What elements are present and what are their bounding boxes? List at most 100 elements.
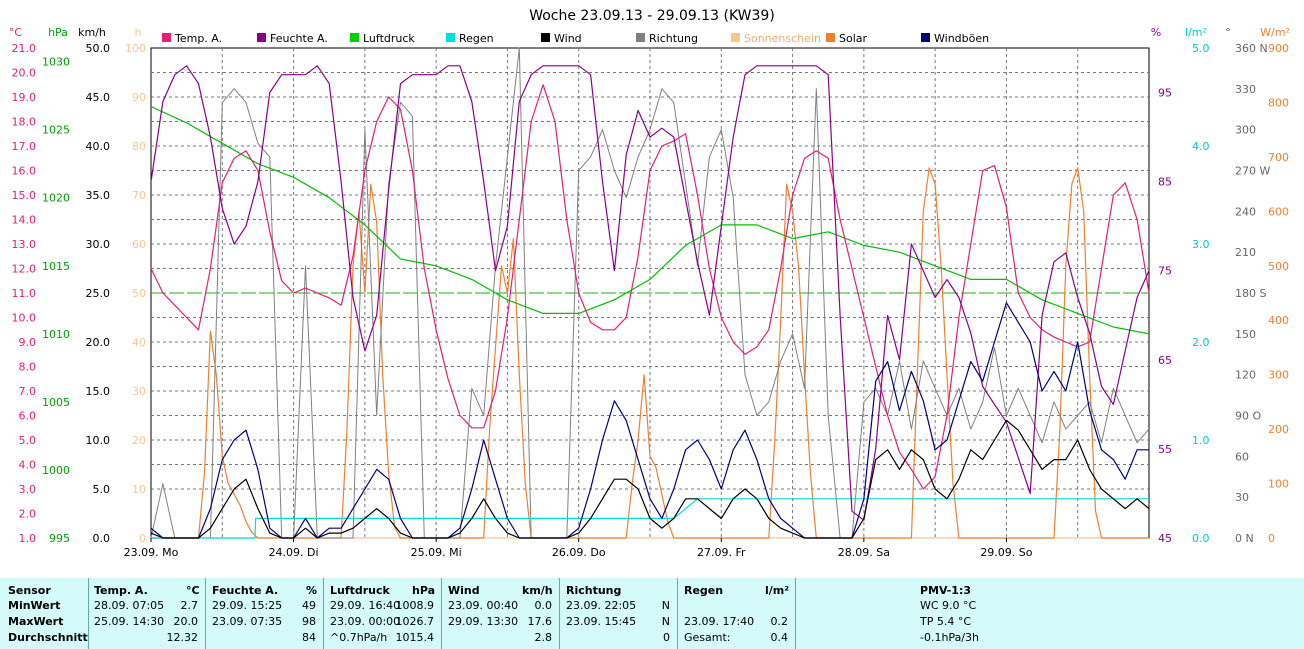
separator [205,578,206,649]
temp-unit-label: °C [9,26,23,39]
wind-tick-label: 45.0 [86,91,111,104]
pmv-windchill: WC 9.0 °C [920,599,977,612]
separator [323,578,324,649]
legend-label: Temp. A. [174,32,222,45]
sun-tick-label: 80 [132,140,146,153]
rain-unit-label: l/m² [1185,26,1207,39]
legend-label: Luftdruck [363,32,415,45]
pressure-tick-label: 1020 [42,192,70,205]
series-line-feuchte-a- [150,65,1150,521]
wind-tick-label: 35.0 [86,189,111,202]
legend-label: Windböen [934,32,989,45]
solar-tick-label: 100 [1268,478,1289,491]
hum-avg-value: 84 [302,631,316,644]
stats-panel: Sensor Temp. A. °C Feuchte A. % Luftdruc… [0,578,1304,649]
rain-max-value: 0.2 [770,615,789,628]
separator [559,578,560,649]
x-tick-label: 23.09. Mo [124,546,179,559]
humidity-tick-label: 45 [1158,532,1172,545]
temp-max-time: 25.09. 14:30 [94,615,165,628]
wind-tick-label: 15.0 [86,385,111,398]
rain-total-value: 0.4 [770,631,789,644]
solar-tick-label: 200 [1268,423,1289,436]
header-wind: Wind [448,584,480,597]
x-tick-label: 27.09. Fr [697,546,746,559]
sun-tick-label: 60 [132,238,146,251]
humidity-tick-label: 55 [1158,443,1172,456]
row-label-avg: Durchschnitt [8,631,88,644]
sun-tick-label: 20 [132,434,146,447]
dir-max-time: 23.09. 15:45 [566,615,637,628]
temp-tick-label: 16.0 [12,165,37,178]
solar-tick-label: 900 [1268,42,1289,55]
solar-tick-label: 0 [1268,532,1275,545]
temp-tick-label: 4.0 [19,459,37,472]
wind-tick-label: 25.0 [86,287,111,300]
wind-min-time: 23.09. 00:40 [448,599,519,612]
direction-tick-label: 360 N [1235,42,1268,55]
header-sensor: Sensor [8,584,51,597]
sun-tick-label: 50 [132,287,146,300]
pressure-tick-label: 995 [49,532,70,545]
press-min-value: 1008.9 [395,599,435,612]
humidity-tick-label: 85 [1158,176,1172,189]
wind-max-time: 29.09. 13:30 [448,615,519,628]
temp-tick-label: 17.0 [12,140,37,153]
temp-tick-label: 1.0 [19,532,37,545]
header-rain-unit: l/m² [765,584,790,597]
temp-tick-label: 10.0 [12,312,37,325]
sun-tick-label: 90 [132,91,146,104]
pressure-tick-label: 1015 [42,260,70,273]
legend-swatch [446,33,455,42]
x-tick-label: 24.09. Di [269,546,319,559]
series-line-luftdruck [150,105,1150,335]
sun-tick-label: 10 [132,483,146,496]
direction-tick-label: 150 [1235,328,1256,341]
wind-tick-label: 10.0 [86,434,111,447]
x-axis-labels: 23.09. Mo 24.09. Di 25.09. Mi 26.09. Do 27.0… [124,538,1033,559]
x-tick-label: 29.09. So [980,546,1032,559]
wind-tick-label: 20.0 [86,336,111,349]
legend-label: Wind [554,32,582,45]
separator [441,578,442,649]
rain-tick-label: 1.0 [1192,434,1210,447]
press-max-value: 1026.7 [395,615,435,628]
press-avg-value: 1015.4 [395,631,435,644]
pmv-dewpoint: TP 5.4 °C [920,615,972,628]
direction-tick-label: 210 [1235,246,1256,259]
pressure-unit-label: hPa [48,26,68,39]
dir-min-time: 23.09. 22:05 [566,599,637,612]
direction-tick-label: 300 [1235,124,1256,137]
direction-tick-label: 0 N [1235,532,1254,545]
direction-unit-label: ° [1225,26,1231,39]
humidity-tick-label: 95 [1158,87,1172,100]
pmv-pressure-trend: -0.1hPa/3h [920,631,979,644]
sun-tick-label: 70 [132,189,146,202]
direction-tick-label: 90 O [1235,410,1261,423]
hum-min-time: 29.09. 15:25 [212,599,283,612]
dir-min-value: N [661,599,670,612]
legend-label: Feuchte A. [270,32,328,45]
dir-max-value: N [661,615,670,628]
chart-title: Woche 23.09.13 - 29.09.13 (KW39) [529,8,775,24]
dir-avg-value: 0 [663,631,670,644]
header-pmv: PMV-1:3 [920,584,971,597]
rain-tick-label: 4.0 [1192,140,1210,153]
legend-label: Solar [839,32,868,45]
wind-unit-label: km/h [78,26,106,39]
temp-tick-label: 7.0 [19,385,37,398]
header-rain: Regen [684,584,724,597]
legend-item: Luftdruck [350,32,415,45]
temp-tick-label: 8.0 [19,361,37,374]
wind-min-value: 0.0 [534,599,553,612]
legend-swatch [921,33,930,42]
wind-tick-label: 50.0 [86,42,111,55]
series-line-temp-a- [150,84,1150,490]
sun-unit-label: h [135,26,142,39]
hum-max-time: 23.09. 07:35 [212,615,283,628]
header-hum: Feuchte A. [212,584,279,597]
humidity-tick-label: 65 [1158,354,1172,367]
legend-label: Richtung [649,32,698,45]
humidity-tick-label: 75 [1158,265,1172,278]
press-min-time: 29.09. 16:40 [330,599,401,612]
